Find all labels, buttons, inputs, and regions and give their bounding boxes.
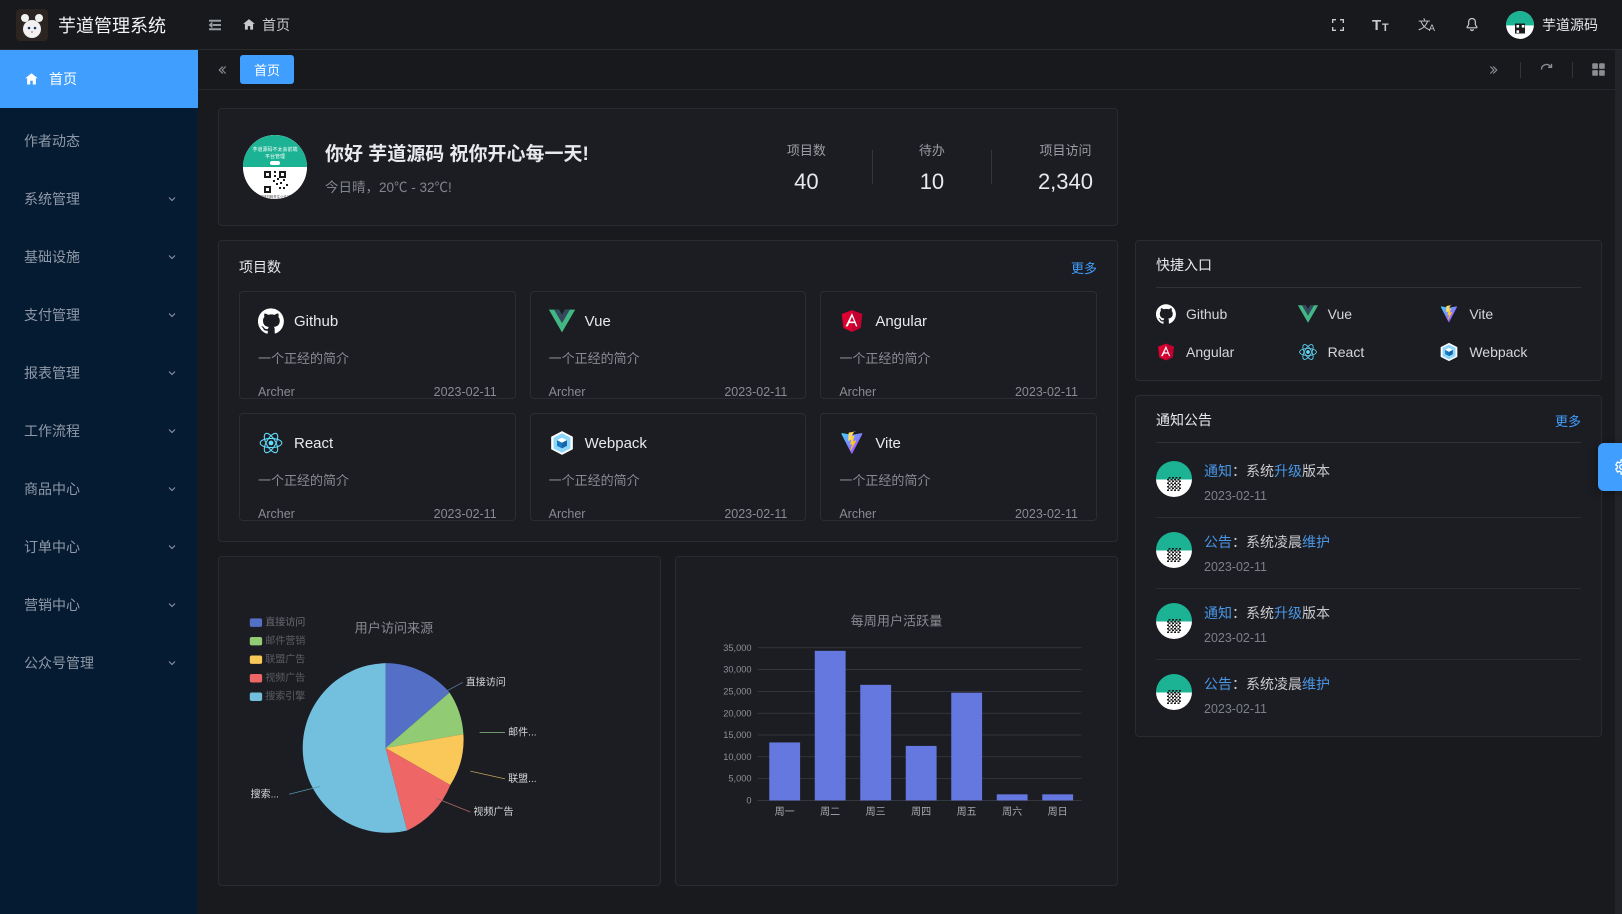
svg-text:30,000: 30,000 bbox=[723, 665, 751, 675]
svg-text:邮件...: 邮件... bbox=[508, 726, 536, 739]
svg-text:搜索...: 搜索... bbox=[251, 787, 279, 800]
svg-text:35,000: 35,000 bbox=[723, 643, 751, 653]
svg-text:周日: 周日 bbox=[1048, 806, 1068, 818]
svg-text:周三: 周三 bbox=[866, 806, 886, 818]
svg-text:周五: 周五 bbox=[957, 806, 977, 818]
svg-text:25,000: 25,000 bbox=[723, 686, 751, 696]
svg-text:T: T bbox=[1382, 21, 1389, 33]
svg-text:周一: 周一 bbox=[775, 806, 795, 818]
svg-text:搜索引擎: 搜索引擎 bbox=[265, 689, 305, 702]
svg-text:芋道源码不太会前端: 芋道源码不太会前端 bbox=[252, 146, 297, 153]
svg-text:15,000: 15,000 bbox=[723, 730, 751, 740]
svg-text:视频广告: 视频广告 bbox=[265, 671, 305, 684]
svg-text:A: A bbox=[1429, 22, 1436, 32]
svg-text:每周用户活跃量: 每周用户活跃量 bbox=[851, 612, 943, 628]
svg-text:用户访问来源: 用户访问来源 bbox=[355, 619, 434, 635]
svg-text:10,000: 10,000 bbox=[723, 752, 751, 762]
svg-text:20,000: 20,000 bbox=[723, 708, 751, 718]
svg-text:联盟...: 联盟... bbox=[508, 773, 536, 785]
svg-text:周四: 周四 bbox=[911, 806, 931, 818]
svg-text:直接访问: 直接访问 bbox=[265, 615, 305, 628]
svg-text:周二: 周二 bbox=[820, 806, 840, 818]
svg-text:微信扫码关注公众号: 微信扫码关注公众号 bbox=[260, 194, 291, 199]
svg-text:联盟广告: 联盟广告 bbox=[265, 652, 305, 665]
svg-text:邮件营销: 邮件营销 bbox=[265, 634, 305, 647]
svg-text:T: T bbox=[1372, 17, 1381, 34]
svg-text:0: 0 bbox=[746, 796, 751, 806]
svg-text:周六: 周六 bbox=[1002, 806, 1022, 818]
svg-text:平台管理: 平台管理 bbox=[265, 153, 285, 160]
svg-text:直接访问: 直接访问 bbox=[466, 676, 506, 689]
svg-text:视频广告: 视频广告 bbox=[473, 805, 513, 818]
svg-text:5,000: 5,000 bbox=[728, 774, 751, 784]
